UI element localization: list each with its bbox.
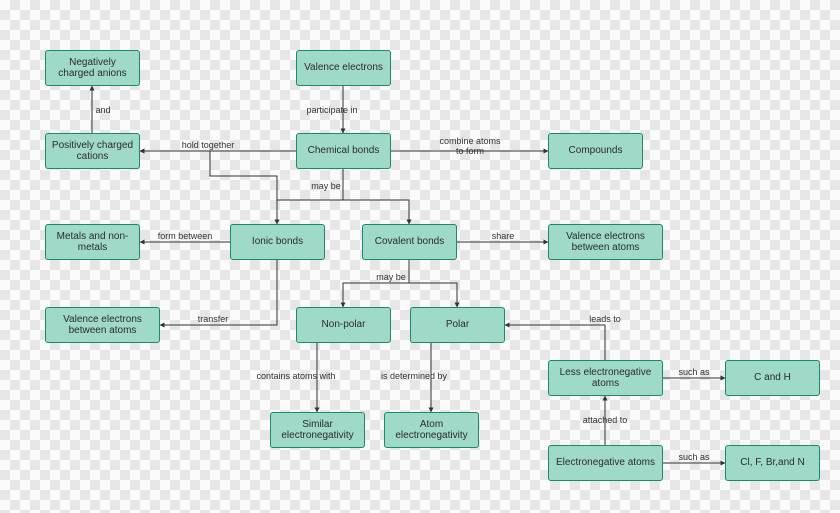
node-chem_bonds: Chemical bonds xyxy=(296,133,391,169)
node-nonpolar: Non-polar xyxy=(296,307,391,343)
diagram-canvas: Negatively charged anions Positively char… xyxy=(0,0,840,513)
node-en_atoms: Electronegative atoms xyxy=(548,445,663,481)
edge-covalent-nonpolar xyxy=(343,260,409,307)
node-less_en: Less electronegative atoms xyxy=(548,360,663,396)
node-ve_between_l: Valence electrons between atoms xyxy=(45,307,160,343)
edge-chem_bonds-ionic xyxy=(277,169,343,224)
edge-label-less_en-polar: leads to xyxy=(589,314,621,324)
edge-covalent-polar xyxy=(409,283,457,307)
edge-label-en_atoms-less_en: attached to xyxy=(583,415,628,425)
edge-ionic-pos_cations xyxy=(140,151,277,224)
edge-label-polar-atom_en: is determined by xyxy=(381,371,447,381)
edge-label-en_atoms-cl_f: such as xyxy=(678,452,709,462)
node-pos_cations: Positively charged cations xyxy=(45,133,140,169)
edge-label-covalent-ve_between_r: share xyxy=(492,231,515,241)
node-cl_f: Cl, F, Br,and N xyxy=(725,445,820,481)
edge-chem_bonds-covalent xyxy=(343,200,409,224)
edge-label-pos_cations-neg_anions: and xyxy=(95,105,110,115)
edge-label-valence-chem_bonds: participate in xyxy=(306,105,357,115)
node-atom_en: Atom electronegativity xyxy=(384,412,479,448)
edge-label-less_en-c_and_h: such as xyxy=(678,367,709,377)
edge-label-covalent-nonpolar: may be xyxy=(376,272,406,282)
node-metals: Metals and non-metals xyxy=(45,224,140,260)
edge-label-chem_bonds-pos_cations: hold together xyxy=(182,140,235,150)
edge-label-ionic-ve_between_l: transfer xyxy=(198,314,229,324)
node-sim_en: Similar electronegativity xyxy=(270,412,365,448)
edge-less_en-polar xyxy=(505,325,605,360)
node-covalent: Covalent bonds xyxy=(362,224,457,260)
node-ionic: Ionic bonds xyxy=(230,224,325,260)
node-polar: Polar xyxy=(410,307,505,343)
edge-label-chem_bonds-ionic: may be xyxy=(311,181,341,191)
edge-label-ionic-metals: form between xyxy=(158,231,213,241)
edge-label-nonpolar-sim_en: contains atoms with xyxy=(256,371,335,381)
node-ve_between_r: Valence electrons between atoms xyxy=(548,224,663,260)
node-c_and_h: C and H xyxy=(725,360,820,396)
node-neg_anions: Negatively charged anions xyxy=(45,50,140,86)
edge-label-chem_bonds-compounds: combine atomsto form xyxy=(439,136,500,156)
node-compounds: Compounds xyxy=(548,133,643,169)
node-valence: Valence electrons xyxy=(296,50,391,86)
